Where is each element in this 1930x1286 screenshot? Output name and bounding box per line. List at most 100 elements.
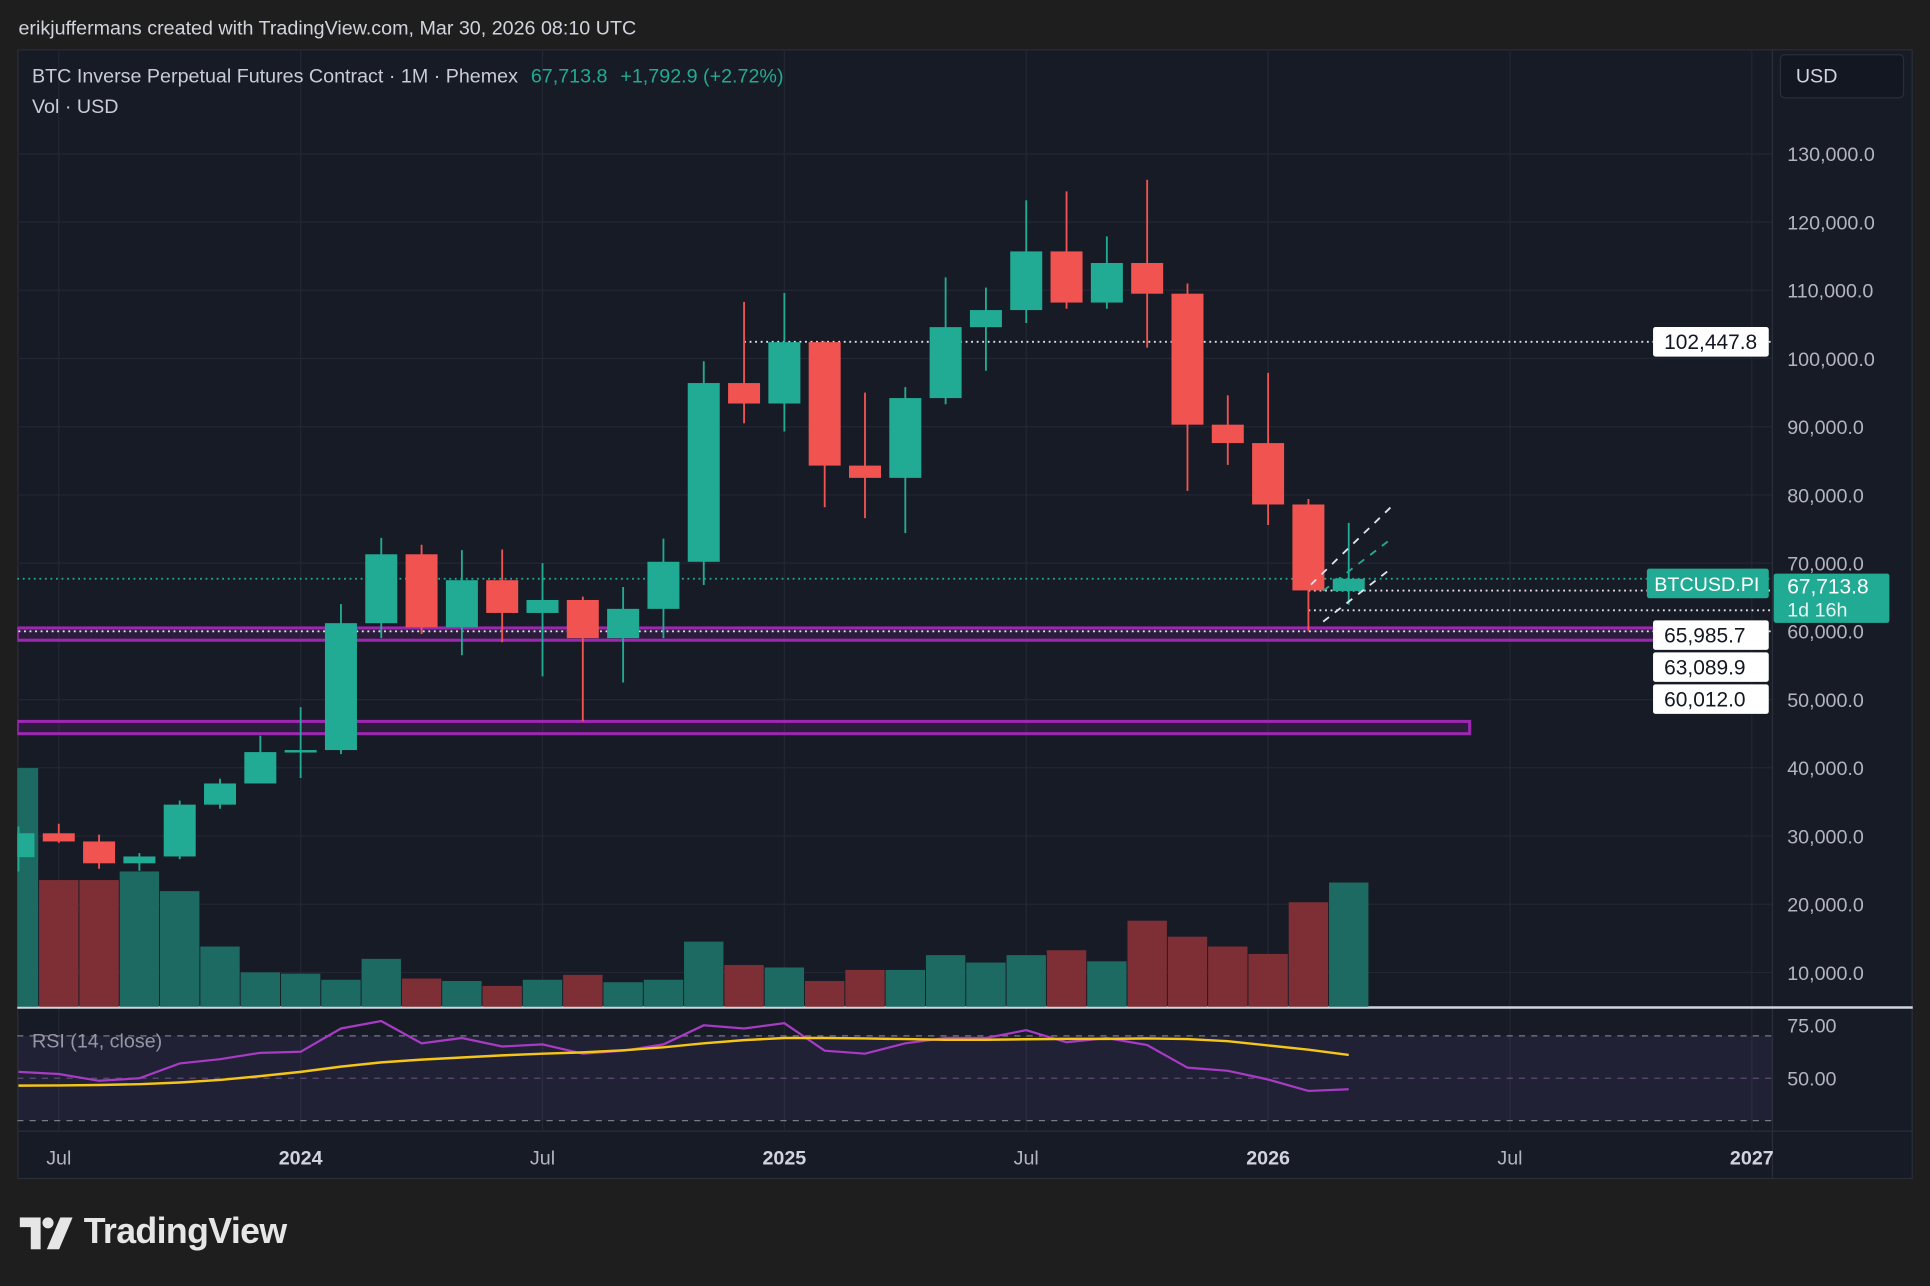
candle-body	[647, 561, 680, 609]
main-pane	[17, 179, 1773, 1007]
rsi-axis-label: 75.00	[1787, 1016, 1836, 1038]
volume-bar	[17, 768, 39, 1007]
volume-bar	[1127, 920, 1167, 1007]
candle-body	[929, 327, 962, 399]
candle-body	[607, 608, 640, 639]
time-axis-label: 2026	[1246, 1147, 1290, 1169]
volume-bar	[1006, 955, 1046, 1007]
candle-body	[244, 752, 277, 784]
price-axis-label: 90,000.0	[1787, 417, 1864, 439]
price-tag-65985-bg	[1653, 620, 1769, 650]
candle-body	[1050, 251, 1083, 303]
candle-body	[365, 554, 398, 624]
tradingview-logo-icon	[19, 1216, 73, 1249]
volume-bar	[79, 880, 119, 1007]
last-price: 67,713.8	[530, 66, 608, 88]
volume-bar	[1329, 882, 1369, 1007]
volume-bar	[361, 958, 401, 1007]
volume-bar	[684, 941, 724, 1007]
candle-body	[768, 342, 801, 404]
volume-bar	[603, 982, 643, 1007]
price-tag-102447: 102,447.8	[1664, 331, 1757, 354]
rsi-legend[interactable]: RSI (14, close)	[32, 1030, 162, 1052]
candle-body	[284, 750, 317, 753]
price-tag-63089-bg	[1653, 652, 1769, 682]
volume-bar	[482, 985, 522, 1007]
price-axis-label: 30,000.0	[1787, 826, 1864, 848]
chart-legend: BTC Inverse Perpetual Futures Contract ·…	[32, 66, 784, 88]
symbol-tag-bg	[1646, 568, 1769, 599]
volume-bar	[321, 979, 361, 1007]
volume-bar	[401, 978, 442, 1007]
price-axis-label: 120,000.0	[1787, 212, 1875, 234]
time-axis-label: Jul	[530, 1147, 555, 1169]
brand-name: TradingView	[83, 1212, 287, 1252]
candle-body	[526, 599, 559, 613]
candle-body	[405, 554, 438, 628]
candle-body	[123, 856, 156, 864]
time-axis-label: 2025	[762, 1147, 806, 1169]
candle-body	[17, 833, 35, 858]
candle-body	[566, 599, 599, 639]
candle-body	[1211, 424, 1244, 444]
volume-bar	[845, 969, 885, 1007]
candle-body	[42, 833, 75, 842]
price-axis-label: 10,000.0	[1787, 963, 1864, 985]
volume-bar	[643, 979, 684, 1007]
price-change: +1,792.9 (+2.72%)	[620, 66, 784, 88]
rsi-line	[18, 1019, 1349, 1093]
volume-legend[interactable]: Vol · USD	[32, 97, 119, 119]
price-axis-label: 60,000.0	[1787, 622, 1864, 644]
bar-countdown: 1d 16h	[1787, 600, 1847, 622]
candle-body	[163, 804, 196, 857]
candle-body	[808, 342, 841, 466]
candle-body	[1171, 293, 1204, 425]
volume-bar	[200, 946, 240, 1007]
volume-bar	[442, 981, 482, 1007]
time-axis-label: 2024	[279, 1147, 323, 1169]
price-axis-label: 40,000.0	[1787, 758, 1864, 780]
candle-body	[687, 383, 720, 562]
candle-body	[728, 383, 761, 404]
axis-corner	[1773, 1132, 1912, 1178]
price-tag-65985: 65,985.7	[1664, 625, 1745, 648]
candle-body	[848, 465, 881, 478]
volume-bar	[1046, 950, 1087, 1007]
candle-body	[969, 310, 1002, 328]
last-price-tag: 67,713.8	[1787, 575, 1868, 598]
volume-bar	[280, 973, 321, 1007]
volume-bar	[563, 974, 603, 1007]
last-price-tag-bg	[1773, 573, 1890, 623]
volume-bar	[966, 962, 1006, 1007]
candle-body	[204, 783, 237, 805]
volume-bar	[39, 880, 79, 1007]
volume-bar	[885, 969, 925, 1007]
price-axis-label: 110,000.0	[1787, 281, 1873, 303]
candle-body	[486, 580, 519, 613]
price-tag-60012: 60,012.0	[1664, 689, 1745, 712]
tradingview-logo[interactable]: TradingView	[19, 1212, 287, 1253]
volume-bar	[1167, 936, 1208, 1007]
volume-bar	[160, 891, 200, 1007]
price-tag-60012-bg	[1653, 684, 1769, 714]
rsi-pane	[17, 1019, 1773, 1122]
candle-body	[324, 623, 357, 751]
candle-body	[1252, 443, 1285, 505]
symbol-title[interactable]: BTC Inverse Perpetual Futures Contract ·…	[32, 66, 518, 88]
volume-bar	[1208, 946, 1248, 1007]
volume-bar	[764, 967, 805, 1007]
snapshot-credit: erikjuffermans created with TradingView.…	[18, 18, 637, 40]
rsi-axis-label: 50.00	[1787, 1069, 1836, 1091]
candle-body	[1131, 263, 1164, 294]
price-axis-label: 100,000.0	[1787, 349, 1875, 371]
volume-bar	[119, 871, 160, 1007]
candle-body	[1332, 578, 1365, 591]
channel-line	[1322, 567, 1392, 623]
currency-button[interactable]: USD	[1779, 54, 1905, 99]
candle-body	[1090, 263, 1123, 303]
volume-bar	[1087, 961, 1127, 1007]
price-axis-label: 70,000.0	[1787, 554, 1864, 576]
volume-bar	[522, 979, 563, 1007]
price-axis-label: 20,000.0	[1787, 895, 1864, 917]
